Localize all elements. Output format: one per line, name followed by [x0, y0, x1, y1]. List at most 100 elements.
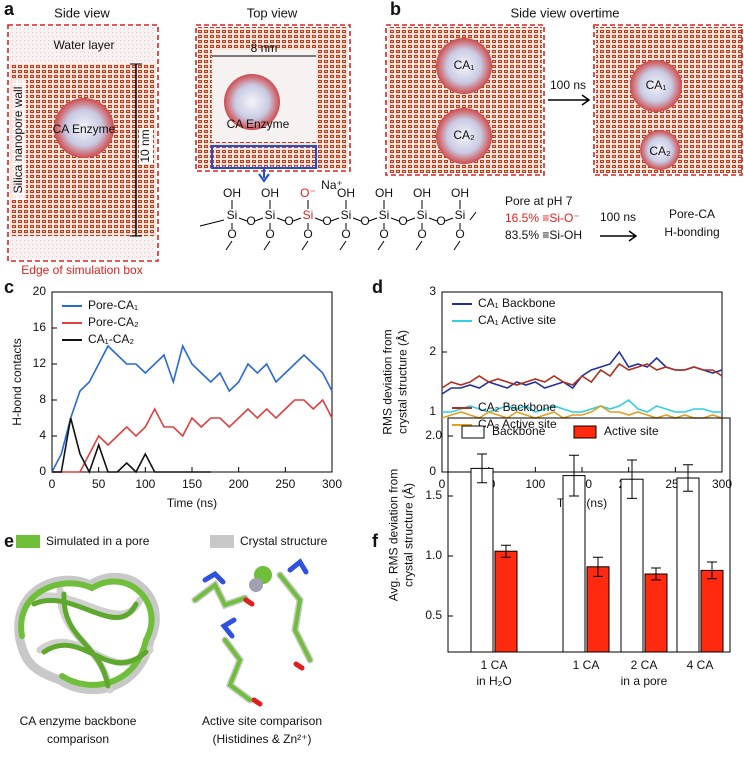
bond [238, 217, 264, 222]
panel-label: a [4, 0, 15, 19]
error-bar [683, 464, 693, 492]
y-tick-label: 4 [39, 428, 46, 442]
x-tick-label: 100 [135, 477, 155, 491]
label: Silica nanopore wall [11, 87, 25, 194]
atom: O [284, 214, 293, 228]
y-tick-label: 16 [33, 320, 47, 334]
legend-label: CA₁ Backbone [478, 296, 556, 310]
label: 16.5% ≡Si-O⁻ [505, 211, 580, 225]
legend-swatch [461, 425, 485, 439]
error-bar [593, 556, 603, 577]
backbone-render [14, 572, 160, 695]
bond [390, 217, 416, 222]
atom: OH [261, 186, 279, 200]
y-tick-label: 0 [39, 464, 46, 478]
atom: Na⁺ [321, 178, 343, 192]
legend-swatch [573, 425, 597, 439]
bond [377, 240, 385, 251]
legend-label: CA₂ Backbone [478, 400, 556, 414]
y-axis-label: H-bond contacts [10, 338, 24, 425]
atom: OH [375, 186, 393, 200]
error-bar [651, 567, 661, 581]
enzyme [630, 60, 682, 112]
label: 83.5% ≡Si-OH [505, 228, 582, 242]
group-label: in H₂O [476, 674, 511, 688]
y-axis-label: RMS deviation from [381, 329, 395, 434]
x-tick-label: 200 [229, 477, 249, 491]
label: CA₂ [649, 144, 671, 158]
atom: O [360, 214, 369, 228]
legend-label: CA₂ Active site [478, 417, 557, 431]
y-tick-label: 2.0 [425, 428, 442, 442]
y-axis-label: crystal structure (Å) [395, 330, 410, 434]
y-tick-label: 20 [33, 284, 47, 298]
atom: Si [341, 208, 352, 222]
x-tick-label: 2 CA [631, 658, 658, 672]
label: CA₁ [646, 78, 667, 92]
x-tick-label: 300 [322, 477, 342, 491]
bond [225, 240, 233, 251]
bond [199, 211, 477, 227]
atom: O [455, 227, 464, 241]
label: CA Enzyme [53, 122, 116, 136]
bond [314, 217, 340, 222]
y-tick-label: 8 [39, 392, 46, 406]
line [52, 398, 333, 473]
atom: O [417, 227, 426, 241]
legend-label: Pore-CA₂ [88, 315, 139, 329]
bar [494, 550, 518, 653]
atom: O [265, 227, 274, 241]
bar [562, 475, 586, 653]
x-tick-label: 300 [712, 477, 732, 491]
legend-label: CA₁-CA₂ [88, 332, 134, 346]
atom: OH [223, 186, 241, 200]
enzyme [436, 38, 492, 94]
caption: comparison [47, 732, 109, 746]
bar [470, 467, 494, 653]
bond [453, 240, 461, 251]
error-bar [707, 561, 717, 580]
box [195, 24, 351, 172]
panel-label: b [390, 0, 401, 19]
caption: CA enzyme backbone [20, 714, 137, 728]
atom: Si [265, 208, 276, 222]
label: 10 nm [138, 129, 152, 162]
box [385, 24, 545, 176]
atom: Si [303, 208, 314, 222]
x-tick-label: 100 [525, 477, 545, 491]
legend-label: Active site [604, 424, 659, 438]
x-tick-label: 1 CA [573, 658, 600, 672]
x-tick-label: 250 [275, 477, 295, 491]
caption: (Histidines & Zn²⁺) [212, 732, 311, 746]
atom: OH [451, 186, 469, 200]
y-tick-label: 1 [429, 404, 436, 418]
atom: OH [413, 186, 431, 200]
enzyme [640, 130, 680, 170]
line [441, 350, 723, 395]
error-bar [627, 459, 637, 499]
enzyme [224, 74, 280, 130]
line [441, 362, 723, 389]
panel-label: f [372, 531, 379, 551]
atom: Si [379, 208, 390, 222]
heading: Top view [247, 5, 298, 20]
label: CA₁ [454, 58, 475, 72]
label: CA₂ [453, 128, 475, 142]
x-axis-label: Time (ns) [167, 496, 217, 510]
legend-label: Simulated in a pore [46, 534, 150, 548]
bond [339, 240, 347, 251]
bond [263, 240, 271, 251]
bar [700, 569, 724, 653]
label-bg [12, 80, 26, 200]
label: Edge of simulation box [21, 263, 142, 277]
atom: Si [227, 208, 238, 222]
label: H-bonding [664, 225, 719, 239]
label: Pore at pH 7 [505, 194, 573, 208]
y-tick-label: 1.5 [425, 488, 442, 502]
bond [301, 240, 309, 251]
label-bg [139, 128, 153, 164]
label: 100 ns [600, 210, 636, 224]
line [51, 343, 333, 473]
legend-label: Backbone [492, 424, 546, 438]
label: Pore-CA [669, 207, 715, 221]
